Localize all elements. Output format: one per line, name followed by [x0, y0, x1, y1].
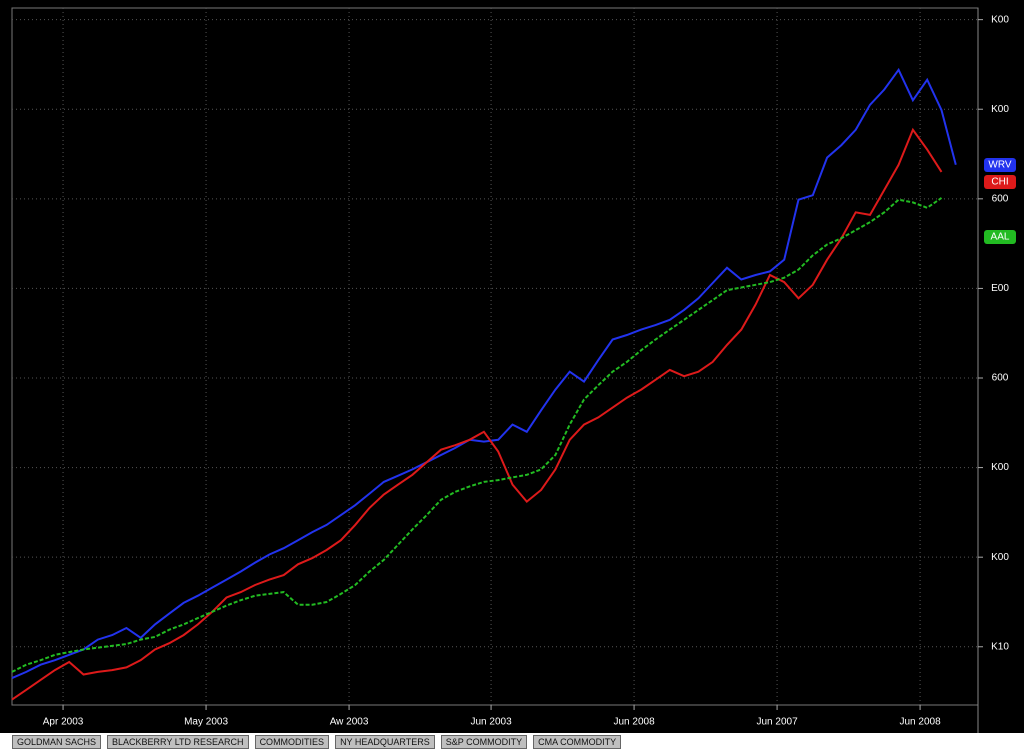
x-tick-label: Jun 2003 [470, 717, 512, 728]
x-tick-label: Jun 2008 [900, 717, 942, 728]
y-tick-label: K00 [991, 14, 1009, 25]
status-item[interactable]: S&P COMMODITY [440, 735, 528, 749]
series-end-label: AAL [991, 232, 1010, 243]
status-bar: GOLDMAN SACHS BLACKBERRY LTD RESEARCH COMM… [12, 735, 1012, 749]
background [0, 0, 1024, 733]
y-tick-label: E00 [991, 283, 1009, 294]
series-line [11, 127, 943, 701]
y-tick-label: K10 [991, 641, 1009, 652]
y-tick-label: K00 [991, 552, 1009, 563]
x-tick-label: Jun 2007 [756, 717, 798, 728]
status-item[interactable]: BLACKBERRY LTD RESEARCH [107, 735, 249, 749]
series-end-label-box [984, 230, 1016, 244]
chart: K10 K00 K00 600 E00 600 K00 K00 Apr 2003 May 2003… [0, 0, 1024, 733]
series-end-label: CHI [991, 177, 1008, 188]
x-tick-label: May 2003 [184, 717, 228, 728]
x-tick-label: Apr 2003 [43, 717, 84, 728]
series-line [11, 67, 957, 680]
series-end-label: WRV [988, 160, 1011, 171]
x-tick-label: Aw 2003 [330, 717, 369, 728]
y-tick-label: 600 [992, 373, 1009, 384]
status-item[interactable]: GOLDMAN SACHS [12, 735, 102, 749]
status-item[interactable]: CMA COMMODITY [533, 735, 622, 749]
y-tick-label: K00 [991, 462, 1009, 473]
y-tick-label: K00 [991, 104, 1009, 115]
x-tick-label: Jun 2008 [613, 717, 655, 728]
series-end-label-box [984, 158, 1016, 172]
y-tick-label: 600 [992, 193, 1009, 204]
status-item[interactable]: NY HEADQUARTERS [335, 735, 435, 749]
series-end-label-box [984, 175, 1016, 189]
status-item[interactable]: COMMODITIES [254, 735, 330, 749]
